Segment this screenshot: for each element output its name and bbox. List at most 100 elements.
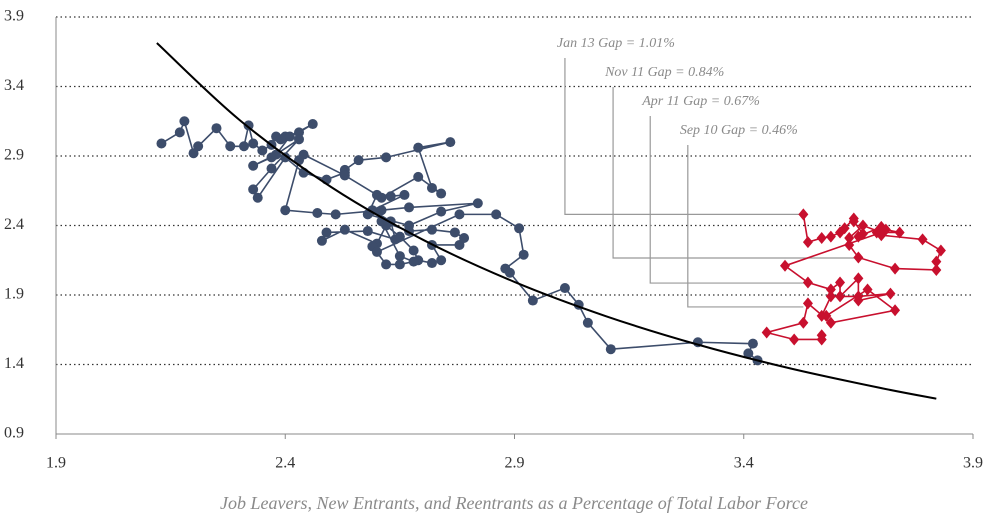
point	[862, 283, 873, 296]
point	[917, 233, 928, 246]
x-tick-label: 3.4	[734, 455, 754, 472]
point	[436, 206, 447, 217]
y-tick-label: 0.9	[4, 425, 24, 442]
point	[802, 236, 813, 249]
point	[445, 137, 456, 148]
point	[518, 249, 529, 260]
point	[853, 251, 864, 264]
point	[339, 224, 350, 235]
point	[339, 170, 350, 181]
point	[761, 326, 772, 339]
point	[885, 287, 896, 300]
annotation: Apr 11 Gap = 0.67%	[641, 94, 760, 109]
point	[257, 145, 268, 156]
point	[821, 309, 832, 322]
point	[211, 123, 222, 134]
point	[426, 224, 437, 235]
point	[857, 219, 868, 232]
point	[802, 276, 813, 289]
y-tick-label: 3.4	[4, 77, 24, 94]
point	[404, 202, 415, 213]
point	[426, 258, 437, 269]
point	[890, 304, 901, 317]
point	[294, 127, 305, 138]
point	[413, 142, 424, 153]
point	[225, 141, 236, 152]
point	[931, 263, 942, 276]
series-line	[763, 214, 942, 341]
point	[294, 134, 305, 145]
point	[174, 127, 185, 138]
point	[266, 163, 277, 174]
point	[848, 215, 859, 228]
point	[436, 255, 447, 266]
gap-line	[564, 58, 804, 215]
point	[330, 209, 341, 220]
y-tick-label: 2.9	[4, 147, 24, 164]
point	[835, 290, 846, 303]
point	[193, 141, 204, 152]
point	[316, 235, 327, 246]
point	[527, 295, 538, 306]
point	[825, 230, 836, 243]
point	[280, 205, 291, 216]
point	[307, 119, 318, 130]
point	[238, 141, 249, 152]
y-tick-label: 2.4	[4, 216, 24, 233]
point	[248, 184, 259, 195]
y-tick-label: 3.9	[4, 8, 24, 25]
point	[408, 256, 419, 267]
point	[385, 191, 396, 202]
point	[472, 198, 483, 209]
point	[243, 120, 254, 131]
x-tick-label: 2.9	[505, 455, 525, 472]
point	[876, 226, 887, 239]
point	[844, 238, 855, 251]
point	[362, 226, 373, 237]
point	[449, 227, 460, 238]
point	[248, 160, 259, 171]
fit-curve	[156, 42, 937, 400]
point	[371, 189, 382, 200]
point	[825, 316, 836, 329]
point	[371, 246, 382, 257]
point	[839, 222, 850, 235]
point	[394, 259, 405, 270]
point	[816, 329, 827, 342]
point	[381, 152, 392, 163]
point	[399, 189, 410, 200]
point	[504, 267, 515, 278]
point	[284, 131, 295, 142]
point	[890, 262, 901, 275]
point	[491, 209, 502, 220]
point	[825, 290, 836, 303]
point	[156, 138, 167, 149]
point	[605, 344, 616, 355]
gap-line	[612, 87, 859, 259]
point	[853, 230, 864, 243]
point	[280, 152, 291, 163]
point	[436, 188, 447, 199]
point	[798, 316, 809, 329]
annotation: Jan 13 Gap = 1.01%	[557, 36, 675, 51]
point	[798, 208, 809, 221]
annotation: Nov 11 Gap = 0.84%	[604, 65, 724, 80]
point	[853, 290, 864, 303]
point	[266, 152, 277, 163]
point	[743, 348, 754, 359]
point	[353, 155, 364, 166]
point	[408, 245, 419, 256]
point	[252, 192, 263, 203]
point	[394, 251, 405, 262]
point	[853, 272, 864, 285]
point	[747, 338, 758, 349]
x-tick-label: 3.9	[963, 455, 983, 472]
x-axis-title: Job Leavers, New Entrants, and Reentrant…	[220, 493, 808, 513]
point	[321, 227, 332, 238]
point	[825, 283, 836, 296]
x-tick-label: 2.4	[275, 455, 295, 472]
y-tick-label: 1.9	[4, 286, 24, 303]
point	[459, 233, 470, 244]
point	[413, 171, 424, 182]
gap-line	[687, 145, 804, 308]
